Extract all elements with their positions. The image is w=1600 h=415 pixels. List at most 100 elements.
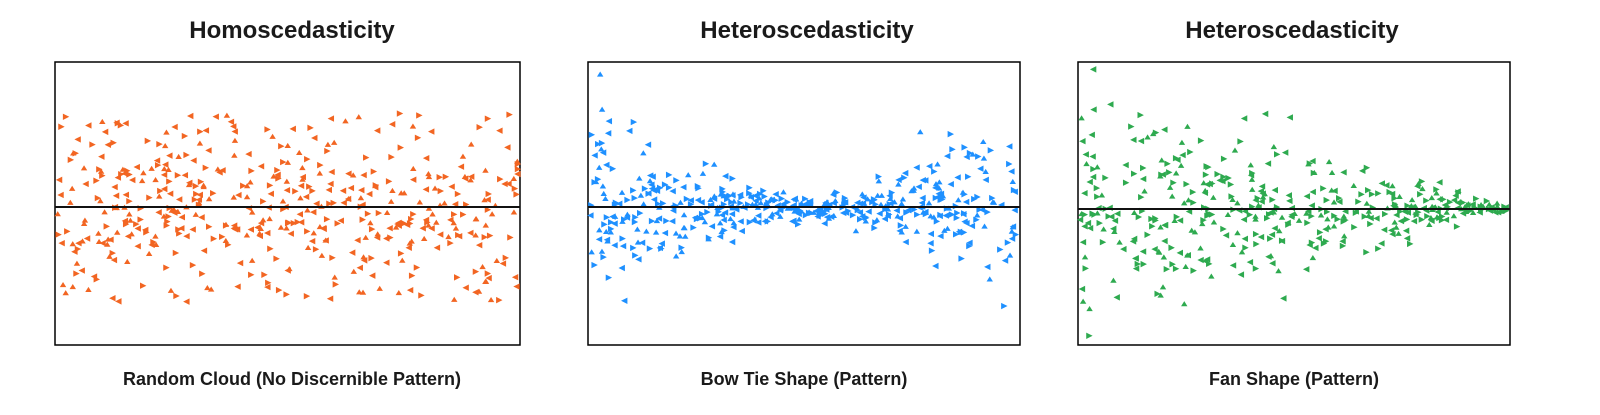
data-point [1078, 115, 1085, 121]
data-point [595, 236, 603, 243]
data-point [1270, 209, 1277, 215]
data-point [728, 210, 736, 218]
data-point [969, 151, 976, 157]
data-point [680, 212, 688, 218]
data-point [162, 161, 169, 168]
data-point [1253, 240, 1260, 248]
data-point [1169, 261, 1176, 268]
data-point [918, 199, 926, 207]
data-point [356, 264, 363, 271]
data-point [751, 192, 759, 199]
data-point [927, 240, 934, 247]
data-point [373, 127, 381, 134]
data-point [1134, 260, 1142, 268]
data-point [887, 200, 894, 207]
data-point [603, 214, 611, 221]
data-point [1180, 200, 1188, 206]
data-point [360, 254, 367, 260]
data-point [607, 229, 614, 235]
data-point [962, 198, 970, 206]
data-point [442, 173, 450, 181]
data-point [1155, 249, 1163, 255]
data-point [1089, 66, 1097, 73]
data-point [658, 240, 665, 247]
data-point [362, 234, 369, 240]
data-point [943, 152, 951, 160]
data-point [408, 238, 415, 244]
data-point [1325, 158, 1333, 165]
data-point [755, 195, 763, 201]
data-point [1006, 143, 1013, 150]
data-point [661, 229, 669, 237]
data-point [1436, 196, 1443, 203]
data-point [1479, 203, 1487, 209]
data-point [718, 229, 725, 235]
data-point [665, 171, 673, 179]
data-point [85, 122, 92, 129]
data-point [330, 199, 337, 207]
data-point [640, 150, 647, 156]
data-point [418, 292, 425, 299]
data-point [805, 209, 813, 216]
data-point [698, 210, 706, 218]
data-point [1397, 217, 1405, 225]
data-point [944, 225, 951, 231]
data-point [72, 150, 79, 157]
data-point [193, 190, 200, 198]
data-point [280, 158, 287, 166]
data-point [728, 198, 735, 206]
data-point [370, 168, 378, 175]
data-point [887, 195, 894, 201]
data-point [607, 219, 615, 226]
data-point [230, 222, 238, 229]
data-point [167, 287, 175, 293]
data-point [952, 231, 960, 238]
data-point [643, 228, 650, 234]
data-point [406, 286, 414, 294]
data-point [1341, 233, 1348, 239]
data-point [1408, 202, 1415, 209]
data-point [1373, 215, 1380, 222]
data-point [485, 274, 492, 282]
data-point [1265, 211, 1273, 218]
data-point [1407, 240, 1414, 248]
data-point [761, 193, 768, 200]
data-point [345, 196, 352, 202]
data-point [626, 127, 633, 135]
data-point [436, 231, 444, 238]
data-point [297, 195, 304, 201]
data-point [322, 237, 329, 243]
data-point [1383, 182, 1390, 189]
data-point [594, 176, 602, 183]
data-point [126, 211, 133, 217]
data-point [757, 200, 765, 206]
data-point [445, 234, 452, 240]
data-point [676, 233, 684, 239]
data-point [1305, 161, 1312, 167]
data-point [989, 194, 996, 202]
data-point [949, 146, 956, 153]
data-point [144, 137, 152, 145]
data-point [422, 154, 430, 162]
data-point [1220, 155, 1228, 163]
data-point [1229, 262, 1237, 269]
data-point [326, 295, 334, 302]
data-point [428, 128, 435, 135]
data-point [185, 182, 193, 188]
data-point [937, 211, 944, 219]
data-point [760, 187, 767, 194]
data-point [101, 209, 108, 215]
data-point [1098, 192, 1106, 198]
data-point [1258, 198, 1265, 205]
data-point [284, 159, 292, 165]
data-point [274, 166, 281, 174]
data-point [1199, 220, 1206, 227]
data-point [1183, 180, 1190, 188]
data-point [599, 149, 607, 156]
data-point [708, 223, 716, 230]
data-point [111, 183, 118, 191]
data-point [630, 118, 638, 126]
data-point [309, 208, 317, 216]
data-point [947, 181, 954, 188]
data-point [1316, 229, 1324, 236]
